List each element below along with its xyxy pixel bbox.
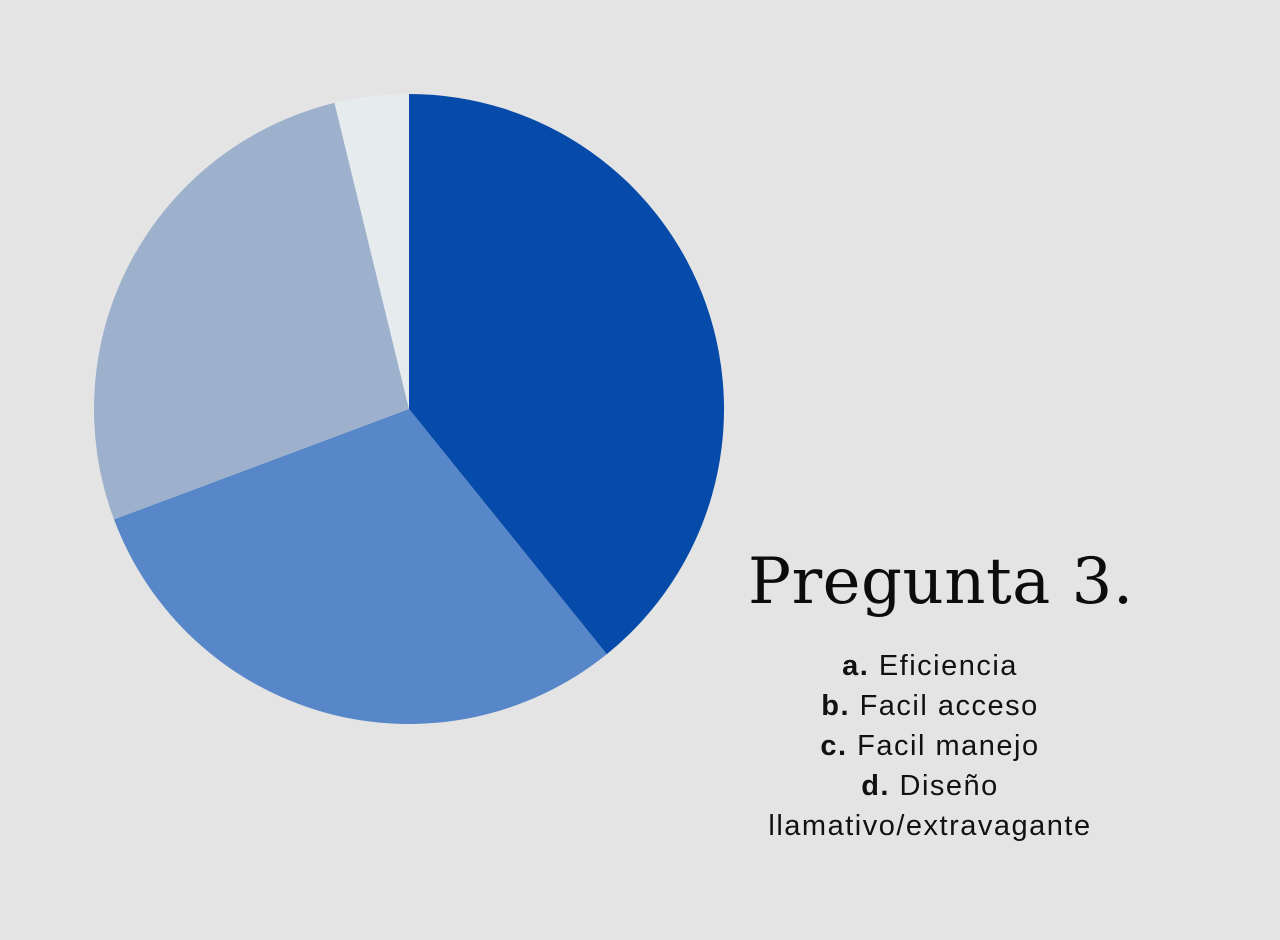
pie-slices	[93, 94, 724, 724]
pie-slice-a	[409, 94, 724, 655]
legend-text-b: Facil acceso	[859, 690, 1039, 722]
legend-text-a: Eficiencia	[878, 650, 1018, 682]
legend-key-a: a.	[842, 650, 870, 682]
legend-item-d: d. Diseño llamativo/extravagante	[730, 766, 1130, 846]
legend-item-c: c. Facil manejo	[730, 726, 1130, 766]
pie-chart	[93, 94, 724, 724]
legend-text-c: Facil manejo	[857, 730, 1040, 762]
pie-slice-b	[113, 409, 607, 724]
legend: a. Eficiencia b. Facil acceso c. Facil m…	[730, 646, 1130, 846]
legend-item-b: b. Facil acceso	[730, 686, 1130, 726]
legend-text-d: Diseño llamativo/extravagante	[768, 770, 1092, 842]
legend-key-d: d.	[861, 770, 890, 802]
legend-key-c: c.	[820, 730, 848, 762]
chart-title: Pregunta 3.	[748, 545, 1134, 619]
legend-key-b: b.	[821, 690, 851, 722]
pie-slice-d	[334, 94, 409, 409]
legend-item-a: a. Eficiencia	[730, 646, 1130, 686]
pie-slice-c	[93, 102, 409, 520]
